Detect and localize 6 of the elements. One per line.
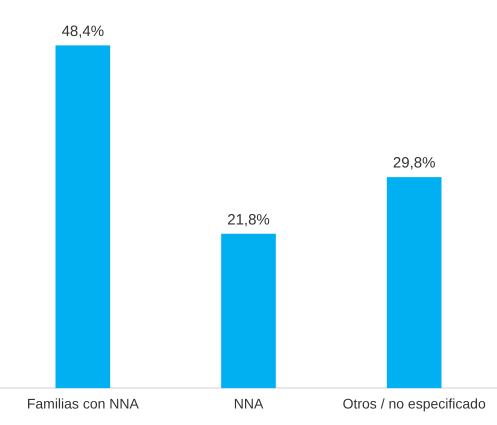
- x-tick-label: Otros / no especificado: [342, 395, 486, 412]
- x-tick-label: Familias con NNA: [26, 395, 140, 412]
- data-label: 48,4%: [62, 22, 104, 40]
- data-label: 29,8%: [392, 154, 436, 172]
- x-tick-label: NNA: [234, 395, 264, 412]
- data-label: 21,8%: [227, 211, 270, 228]
